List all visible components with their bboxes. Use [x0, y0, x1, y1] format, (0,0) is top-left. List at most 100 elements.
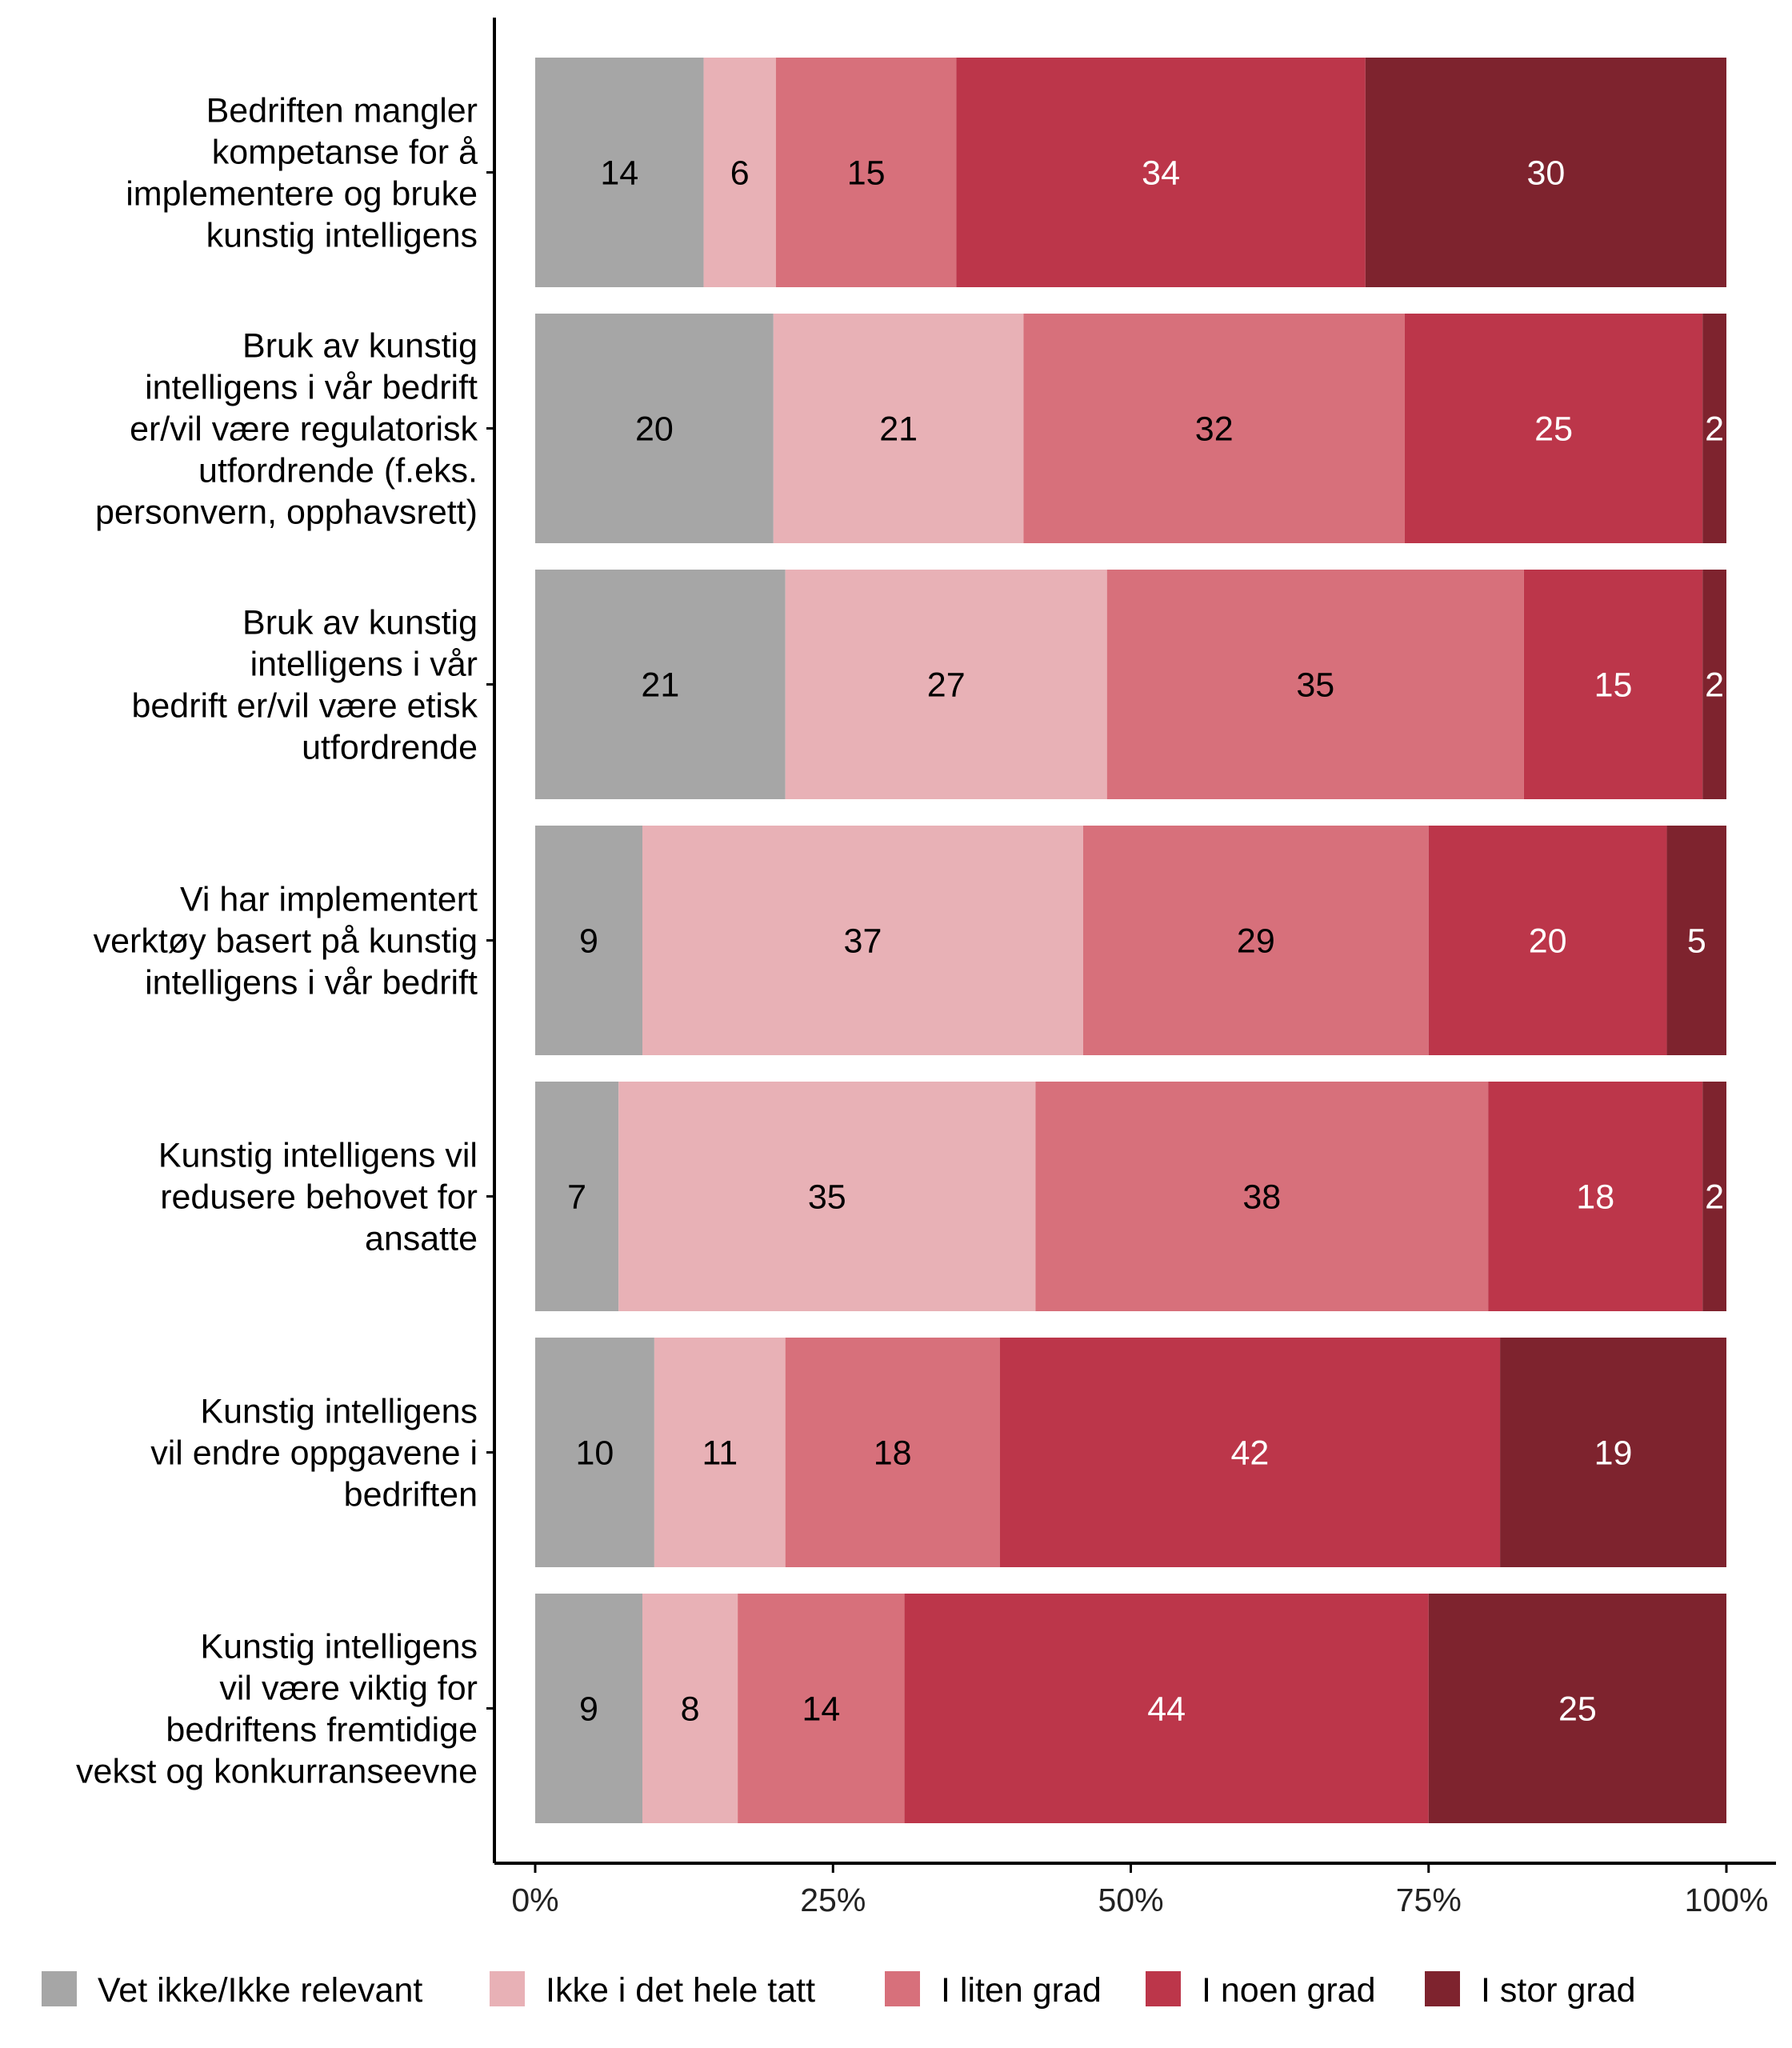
bar-segment: [535, 1338, 654, 1567]
legend-swatch: [42, 1971, 77, 2006]
data-label: 35: [808, 1178, 846, 1217]
bar-segment: [1702, 1082, 1726, 1311]
data-label: 19: [1594, 1434, 1633, 1473]
y-tick-label-line: intelligens i vår bedrift: [145, 964, 478, 1002]
bar-segment: [535, 1594, 643, 1823]
legend-label: I noen grad: [1202, 1971, 1376, 2010]
legend-label: I liten grad: [941, 1971, 1102, 2010]
y-tick-label: Bedriften mangler kompetanse for å impleme…: [126, 92, 478, 255]
bar-segment: [535, 314, 774, 543]
axes: 0% 25% 50% 75% 100%: [486, 18, 1776, 1918]
bar-segment: [1082, 826, 1429, 1055]
bar-segment: [1106, 570, 1524, 799]
data-label: 2: [1705, 410, 1724, 449]
y-tick-label-line: utfordrende (f.eks.: [198, 452, 478, 490]
data-label: 7: [567, 1178, 586, 1217]
bar-segment: [1702, 314, 1726, 543]
bar-segment: [642, 1594, 738, 1823]
y-tick-label: Kunstig intelligens vil endre oppgavene i…: [150, 1393, 478, 1514]
bar-segment: [904, 1594, 1429, 1823]
data-label: 14: [802, 1690, 840, 1729]
bar-segment: [1035, 1082, 1489, 1311]
y-axis-labels: Bedriften mangler kompetanse for å impleme…: [76, 92, 478, 1791]
bar-segment: [773, 314, 1024, 543]
y-tick-label-line: implementere og bruke: [126, 175, 478, 214]
data-label: 35: [1296, 666, 1334, 705]
bar-segment: [1488, 1082, 1703, 1311]
bar-segment: [535, 1082, 619, 1311]
y-tick-label: Vi har implementert verktøy basert på kun…: [94, 881, 478, 1002]
data-label: 27: [927, 666, 966, 705]
data-label: 32: [1195, 410, 1234, 449]
y-tick-label-line: bedriftens fremtidige: [166, 1711, 478, 1750]
bar-segment: [738, 1594, 905, 1823]
y-tick-label-line: er/vil være regulatorisk: [130, 410, 478, 449]
bar-segment: [642, 826, 1083, 1055]
y-tick-label: Kunstig intelligens vil redusere behovet …: [158, 1137, 478, 1258]
legend-swatch: [490, 1971, 525, 2006]
data-label: 30: [1526, 154, 1565, 193]
bar-segment: [785, 1338, 1000, 1567]
legend-label: Ikke i det hele tatt: [546, 1971, 815, 2010]
y-tick-label-line: vil endre oppgavene i: [150, 1434, 478, 1473]
y-tick-label-line: Bedriften mangler: [206, 92, 478, 130]
y-tick-label-line: Vi har implementert: [180, 881, 478, 919]
data-label: 21: [641, 666, 679, 705]
legend-label: Vet ikke/Ikke relevant: [98, 1971, 422, 2010]
data-label: 5: [1687, 922, 1706, 961]
bar-segment: [654, 1338, 786, 1567]
y-tick-label-line: ansatte: [365, 1220, 478, 1258]
data-label: 29: [1237, 922, 1275, 961]
data-label: 2: [1705, 1178, 1724, 1217]
x-tick-label: 25%: [800, 1882, 866, 1918]
legend-swatch: [1425, 1971, 1460, 2006]
y-tick-label-line: bedriften: [344, 1476, 478, 1514]
data-label: 20: [1529, 922, 1567, 961]
x-tick-label: 100%: [1685, 1882, 1769, 1918]
legend-swatch: [885, 1971, 920, 2006]
legend-label: I stor grad: [1481, 1971, 1636, 2010]
data-label: 34: [1142, 154, 1180, 193]
bar-segment: [1404, 314, 1703, 543]
bar-segment: [785, 570, 1107, 799]
bar-segment: [618, 1082, 1036, 1311]
y-tick-label-line: vekst og konkurranseevne: [76, 1753, 478, 1791]
bar-segment: [535, 570, 786, 799]
data-label: 10: [576, 1434, 614, 1473]
data-label: 44: [1147, 1690, 1186, 1729]
x-tick-label: 50%: [1098, 1882, 1163, 1918]
y-tick-label-line: intelligens i vår: [250, 646, 478, 684]
data-label: 25: [1558, 1690, 1597, 1729]
y-tick-label-line: utfordrende: [302, 729, 478, 767]
data-label: 42: [1230, 1434, 1269, 1473]
y-tick-label-line: Bruk av kunstig: [242, 604, 478, 642]
y-tick-label-line: kompetanse for å: [212, 134, 478, 172]
bar-segment: [1523, 570, 1703, 799]
bar-segment: [703, 58, 776, 287]
y-tick-label-line: vil være viktig for: [219, 1670, 478, 1708]
y-tick-label: Bruk av kunstig intelligens i vår bedrift…: [95, 327, 478, 532]
data-label: 6: [730, 154, 750, 193]
y-tick-label-line: personvern, opphavsrett): [95, 494, 478, 532]
y-tick-label-line: Kunstig intelligens: [200, 1393, 478, 1431]
y-tick-label: Kunstig intelligens vil være viktig for be…: [76, 1628, 478, 1791]
x-tick-label: 0%: [511, 1882, 558, 1918]
bar-segment: [999, 1338, 1501, 1567]
data-label: 9: [579, 1690, 598, 1729]
data-label: 9: [579, 922, 598, 961]
data-label: 18: [1576, 1178, 1614, 1217]
y-tick-label-line: Kunstig intelligens vil: [158, 1137, 478, 1175]
y-tick-label-line: verktøy basert på kunstig: [94, 922, 478, 961]
data-label: 15: [1594, 666, 1633, 705]
bar-segment: [1702, 570, 1726, 799]
legend: Vet ikke/Ikke relevant Ikke i det hele ta…: [42, 1971, 1636, 2010]
data-label: 38: [1242, 1178, 1281, 1217]
bar-segment: [956, 58, 1366, 287]
legend-swatch: [1146, 1971, 1181, 2006]
x-tick-label: 75%: [1396, 1882, 1462, 1918]
data-label: 37: [844, 922, 882, 961]
bar-segment: [1428, 1594, 1726, 1823]
y-tick-label-line: Bruk av kunstig: [242, 327, 478, 366]
